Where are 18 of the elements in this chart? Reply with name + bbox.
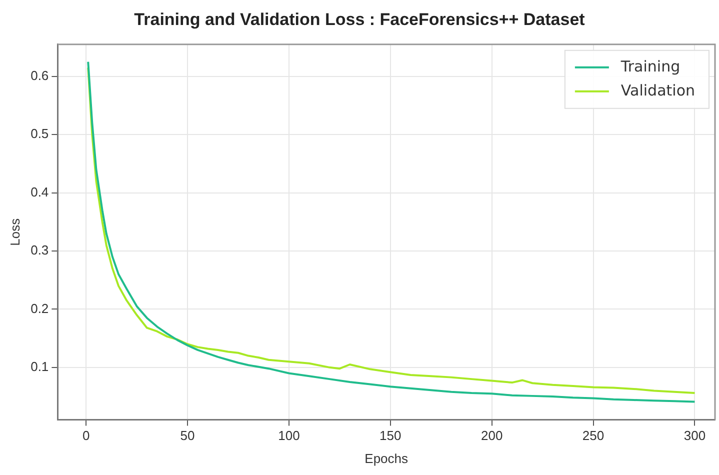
y-tick-label: 0.3 [30,242,49,258]
x-tick-label: 300 [684,428,706,444]
legend-label: Training [620,57,680,76]
x-tick-label: 50 [180,428,195,444]
x-tick-label: 150 [380,428,402,444]
x-tick-label: 0 [82,428,90,444]
x-tick-label: 100 [278,428,300,444]
x-tick-label: 250 [582,428,604,444]
x-tick-label: 200 [480,428,503,444]
y-tick-label: 0.2 [30,300,49,316]
y-tick-label: 0.6 [30,68,49,83]
chart-title: Training and Validation Loss : FaceForensics++ Dataset [134,10,586,29]
y-tick-label: 0.5 [30,126,49,142]
x-axis-title: Epochs [364,450,409,466]
y-axis-title: Loss [7,218,22,246]
y-tick-label: 0.1 [30,358,49,374]
legend-label: Validation [620,81,696,100]
y-tick-label: 0.4 [30,184,49,200]
